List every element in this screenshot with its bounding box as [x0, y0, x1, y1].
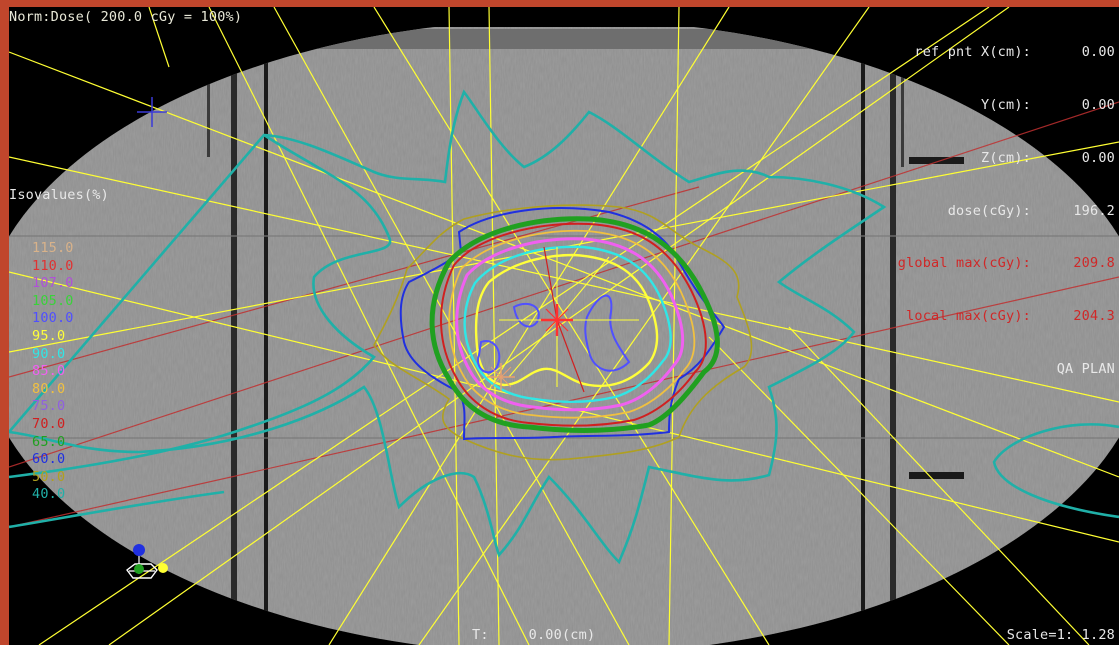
ref-value: 196.2 — [1073, 202, 1115, 219]
isovalues-title: Isovalues(%) — [9, 187, 109, 204]
ref-row-y: Y(cm): 0.00 — [898, 97, 1115, 115]
isovalue-item[interactable]: 105.0 — [32, 292, 74, 309]
ct-viewport[interactable]: Norm:Dose( 200.0 cGy = 100%) ref pnt X(c… — [9, 7, 1119, 645]
isovalue-item[interactable]: 95.0 — [32, 327, 66, 344]
iso-contour-40-left — [9, 490, 225, 529]
ref-label: global max(cGy): — [897, 255, 1031, 272]
iso-contour-50 — [373, 204, 753, 461]
plan-name-row: QA PLAN — [898, 361, 1115, 379]
isovalue-item[interactable]: 40.0 — [32, 486, 66, 503]
iso-contour-90 — [463, 245, 672, 403]
isovalue-item[interactable]: 70.0 — [32, 415, 66, 432]
ref-label: dose(cGy): — [947, 202, 1031, 219]
iso-contour-40-right — [992, 423, 1119, 519]
isocenter-marker-icon[interactable] — [541, 304, 573, 336]
isovalue-item[interactable]: 75.0 — [32, 398, 66, 415]
ref-value: 0.00 — [1081, 96, 1115, 113]
secondary-marker-icon[interactable] — [487, 363, 515, 391]
isovalue-item[interactable]: 60.0 — [32, 451, 66, 468]
ref-row-z: Z(cm): 0.00 — [898, 150, 1115, 168]
iso-contour-95 — [474, 253, 659, 388]
normalization-label: Norm:Dose( 200.0 cGy = 100%) — [9, 9, 243, 25]
crosshair-icon[interactable] — [137, 97, 167, 127]
ref-row-global-max: global max(cGy): 209.8 — [898, 255, 1115, 273]
ref-value: 0.00 — [1081, 149, 1115, 166]
isovalues-legend: Isovalues(%) 115.0 110.0 107.0 105.0 100.0 95… — [9, 152, 109, 539]
isovalue-item[interactable]: 65.0 — [32, 433, 66, 450]
ref-label: Z(cm): — [981, 149, 1031, 166]
ref-point-panel: ref pnt X(cm): 0.00 Y(cm): 0.00 Z(cm): 0.00… — [898, 9, 1115, 414]
ref-row-x: ref pnt X(cm): 0.00 — [898, 44, 1115, 62]
orientation-widget-icon[interactable] — [117, 538, 177, 592]
iso-contour-65 — [429, 216, 720, 434]
isovalue-item[interactable]: 100.0 — [32, 310, 74, 327]
slice-position-value: 0.00(cm) — [528, 627, 596, 644]
ref-value: 204.3 — [1073, 308, 1115, 325]
isovalue-item[interactable]: 110.0 — [32, 257, 74, 274]
iso-contour-80 — [448, 229, 696, 419]
isovalue-item[interactable]: 115.0 — [32, 239, 74, 256]
scale-readout: Scale=1: 1.28 — [1006, 627, 1115, 644]
iso-contour-70 — [440, 222, 707, 427]
iso-contour-40 — [9, 89, 887, 565]
iso-contour-100-right — [584, 294, 631, 372]
slice-position-label: T: — [472, 627, 489, 644]
slice-position: T: 0.00(cm) — [472, 627, 595, 645]
isovalue-item[interactable]: 80.0 — [32, 380, 66, 397]
isovalue-item[interactable]: 50.0 — [32, 468, 66, 485]
dose-overlay — [9, 7, 1119, 645]
ref-row-local-max: local max(cGy): 204.3 — [898, 308, 1115, 326]
ref-label: local max(cGy): — [906, 308, 1031, 325]
plan-name: QA PLAN — [1056, 360, 1115, 377]
ref-label: Y(cm): — [981, 96, 1031, 113]
iso-contour-60 — [399, 207, 726, 441]
isovalue-item[interactable]: 90.0 — [32, 345, 66, 362]
iso-contour-85 — [455, 237, 685, 412]
ref-label: ref pnt X(cm): — [914, 44, 1031, 61]
ref-value: 209.8 — [1073, 255, 1115, 272]
isovalue-item[interactable]: 85.0 — [32, 363, 66, 380]
isovalues-list: 115.0 110.0 107.0 105.0 100.0 95.0 90.0 85.0 80.… — [9, 240, 109, 504]
ct-image — [9, 7, 1119, 645]
ref-value: 0.00 — [1081, 44, 1115, 61]
isovalue-item[interactable]: 107.0 — [32, 275, 74, 292]
ref-row-dose: dose(cGy): 196.2 — [898, 203, 1115, 221]
